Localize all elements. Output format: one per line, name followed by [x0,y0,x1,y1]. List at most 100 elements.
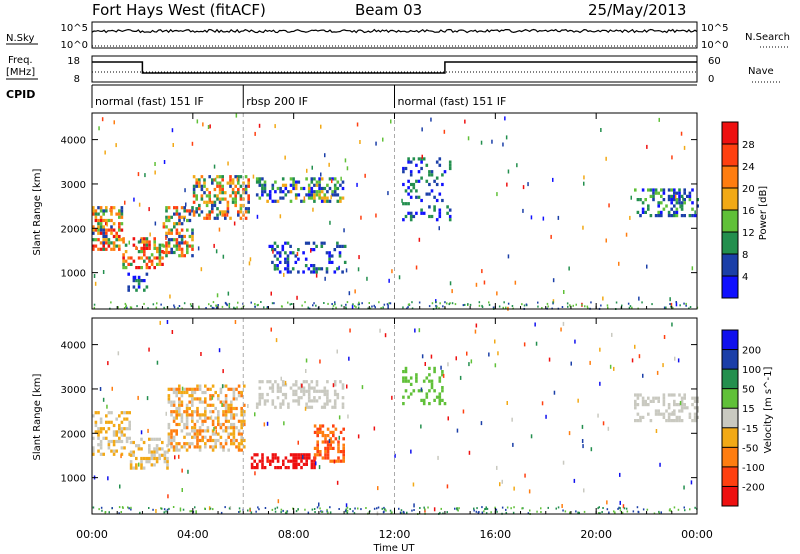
data-cell [163,460,167,464]
data-cell [343,244,347,248]
colorbar-tick-label: 12 [742,228,755,239]
data-cell [404,189,408,193]
noise-cell [377,486,379,491]
noise-cell [464,303,466,306]
noise-cell [205,307,207,309]
data-cell [150,437,154,441]
noise-cell [328,439,331,443]
colorbar-swatch [722,232,738,254]
data-cell [323,199,327,203]
noise-cell [120,454,122,459]
data-cell [328,257,331,261]
data-cell [221,213,224,217]
data-cell [323,405,327,409]
noise-cell [689,508,691,511]
data-cell [326,196,329,200]
noise-cell [148,507,150,509]
data-cell [92,238,95,242]
data-cell [162,250,166,255]
noise-cell [415,265,418,270]
noise-cell [488,352,490,357]
noise-cell [221,305,224,308]
noise-cell [215,249,218,254]
noise-cell [505,511,507,514]
noise-cell [611,332,613,337]
data-cell [313,453,317,457]
noise-cell [304,406,307,411]
noise-cell [160,303,162,306]
data-cell [180,206,184,210]
data-cell [170,429,173,433]
data-cell [145,240,149,244]
data-cell [123,433,126,437]
noise-cell [433,507,436,512]
data-cell [341,402,345,406]
data-cell [271,402,275,406]
data-cell [313,196,316,200]
data-cell [107,446,111,450]
data-cell [284,257,287,261]
data-cell [341,396,345,400]
data-cell [649,399,653,403]
data-cell [218,200,222,204]
data-cell [696,409,699,413]
data-cell [660,214,663,218]
noise-cell [607,306,609,309]
noise-cell [94,281,97,286]
y-tick-label: 2000 [61,224,86,235]
data-cell [657,396,660,400]
noise-cell [413,503,415,508]
data-cell [148,256,151,260]
data-cell [115,449,118,453]
data-cell [211,394,215,398]
freq-strip-frame [91,55,698,83]
data-cell [178,244,181,248]
noise-cell [250,511,253,514]
noise-cell [220,511,223,514]
noise-cell [430,117,432,122]
data-cell [211,384,215,388]
data-cell [115,234,118,239]
noise-cell [377,506,380,509]
data-cell [188,212,192,216]
data-cell [156,246,159,250]
data-cell [203,184,206,188]
data-cell [204,384,207,388]
data-cell [313,193,316,197]
data-cell [670,393,673,397]
data-cell [310,270,313,274]
noise-cell [473,507,475,510]
data-cell [224,406,228,411]
noise-cell [358,255,360,260]
data-cell [323,402,327,406]
data-cell [417,179,421,183]
noise-cell [181,488,183,492]
noise-cell [511,417,513,422]
data-cell [167,387,171,391]
data-cell [332,446,335,450]
colorbar-tick-label: 15 [742,404,755,415]
data-cell [211,178,214,182]
noise-cell [679,304,681,307]
data-cell [657,412,660,416]
data-cell [448,163,452,167]
data-cell [153,256,156,260]
data-cell [185,406,189,411]
noise-cell [512,511,515,514]
noise-cell [184,188,186,193]
noise-cell [222,369,224,374]
noise-cell [99,387,102,391]
data-cell [211,181,214,185]
data-cell [235,426,238,430]
data-cell [641,207,645,211]
data-cell [143,246,146,250]
colorbar-swatch [722,466,738,487]
data-cell [94,228,98,232]
data-cell [247,178,250,182]
noise-cell [173,306,176,309]
data-cell [407,179,410,183]
data-cell [237,213,240,217]
x-axis-label: Time UT [372,543,415,554]
data-cell [178,241,181,245]
